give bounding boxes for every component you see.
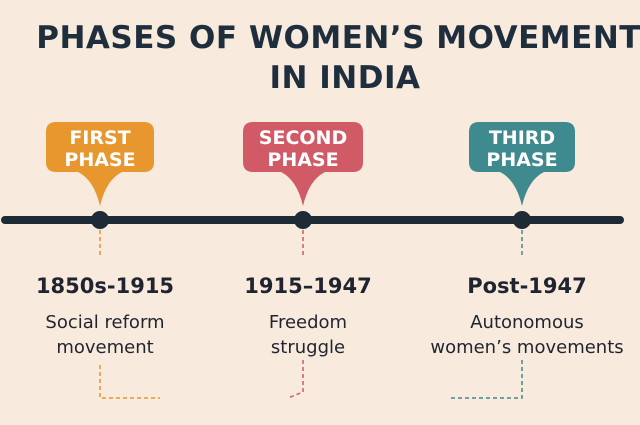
phase-description: Freedom [269, 312, 347, 333]
timeline-dot [91, 211, 109, 229]
timeline-dot [294, 211, 312, 229]
phase-badge [243, 122, 363, 206]
phase-label: PHASE [64, 149, 135, 171]
connector [99, 365, 160, 399]
phase-badge [469, 122, 575, 206]
phase-period: Post-1947 [467, 274, 587, 298]
phase-label: PHASE [267, 149, 338, 171]
connector [450, 360, 523, 399]
phase-description: women’s movements [430, 337, 623, 358]
title-line: IN INDIA [269, 60, 420, 96]
phase-period: 1915–1947 [244, 274, 371, 298]
phase-description: struggle [271, 337, 345, 358]
timeline-dot [513, 211, 531, 229]
phase-label: SECOND [259, 127, 347, 149]
phase-description: Social reform [45, 312, 164, 333]
title-line: PHASES OF WOMEN’S MOVEMENTS [36, 20, 640, 56]
phase-label: THIRD [489, 127, 555, 149]
phase-label: FIRST [69, 127, 130, 149]
phase-description: Autonomous [470, 312, 584, 333]
phase-badge [46, 122, 154, 206]
phase-period: 1850s-1915 [36, 274, 174, 298]
phase-description: movement [56, 337, 153, 358]
phase-label: PHASE [486, 149, 557, 171]
connector [287, 360, 304, 399]
